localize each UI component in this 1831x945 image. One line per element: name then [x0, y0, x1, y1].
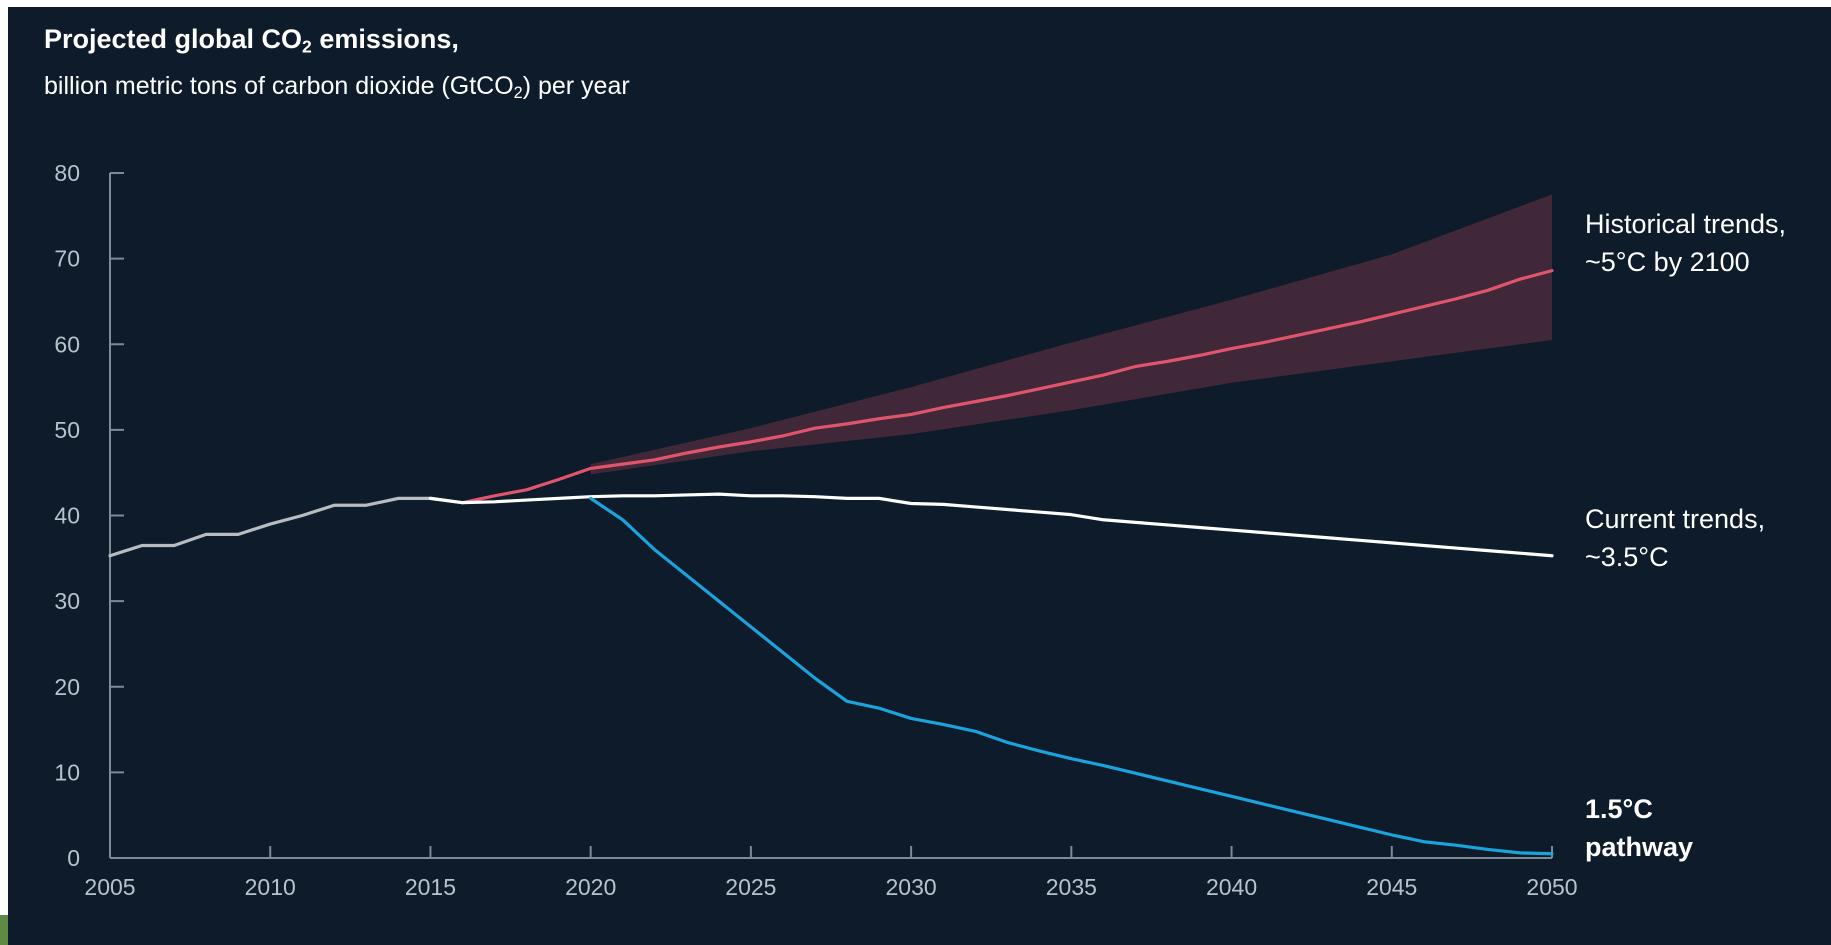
x-tick-label-2040: 2040 [1206, 874, 1257, 900]
series-line-current [428, 492, 1554, 558]
label-historical-trends-line2: ~5°C by 2100 [1585, 247, 1750, 277]
label-current-trends: Current trends, ~3.5°C [1585, 500, 1765, 576]
x-tick-label-2045: 2045 [1366, 874, 1417, 900]
y-tick-label-30: 30 [54, 588, 80, 614]
corner-accent [0, 915, 10, 945]
series-line-pathway [589, 496, 1554, 856]
x-tick-label-2005: 2005 [84, 874, 135, 900]
y-tick-label-40: 40 [54, 503, 80, 529]
y-tick-label-10: 10 [54, 759, 80, 785]
y-tick-label-50: 50 [54, 417, 80, 443]
label-historical-trends-line1: Historical trends, [1585, 209, 1787, 239]
label-historical-trends: Historical trends, ~5°C by 2100 [1585, 205, 1786, 281]
label-pathway-line1: 1.5°C [1585, 794, 1653, 824]
y-tick-label-60: 60 [54, 331, 80, 357]
series-line-historical-trends [460, 269, 1554, 505]
label-pathway-line2: pathway [1585, 832, 1694, 862]
chart-title: Projected global CO2 emissions, [44, 24, 459, 57]
x-tick-label-2025: 2025 [725, 874, 776, 900]
label-current-trends-line1: Current trends, [1585, 504, 1766, 534]
x-tick-label-2035: 2035 [1046, 874, 1097, 900]
chart-panel [8, 7, 1831, 945]
y-tick-label-0: 0 [67, 845, 80, 871]
label-current-trends-line2: ~3.5°C [1585, 542, 1669, 572]
series-line-history [108, 496, 465, 558]
x-tick-label-2010: 2010 [245, 874, 296, 900]
chart-subtitle: billion metric tons of carbon dioxide (G… [44, 72, 630, 103]
y-tick-label-80: 80 [54, 160, 80, 186]
historical-trends-range-band [590, 194, 1552, 475]
x-tick-label-2050: 2050 [1526, 874, 1577, 900]
x-tick-label-2030: 2030 [886, 874, 937, 900]
label-pathway: 1.5°C pathway [1585, 790, 1693, 866]
x-tick-label-2020: 2020 [565, 874, 616, 900]
x-tick-label-2015: 2015 [405, 874, 456, 900]
y-tick-label-70: 70 [54, 246, 80, 272]
y-tick-label-20: 20 [54, 674, 80, 700]
